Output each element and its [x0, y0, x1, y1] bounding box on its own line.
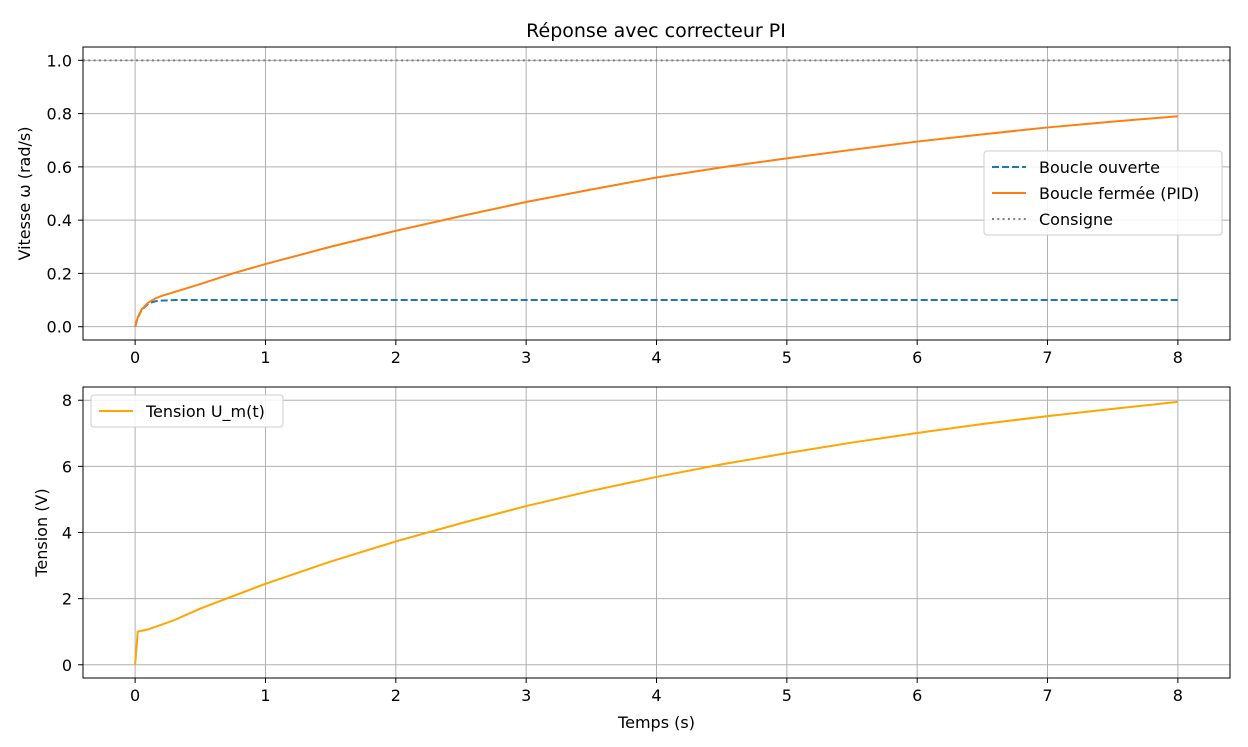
y-tick-label: 0.6	[47, 158, 72, 177]
x-tick-label: 5	[782, 686, 792, 705]
x-tick-label: 3	[521, 686, 531, 705]
series-line	[134, 400, 1178, 665]
x-tick-label: 4	[651, 686, 661, 705]
x-tick-label: 8	[1173, 686, 1183, 705]
y-tick-label: 0.4	[47, 211, 72, 230]
y-tick-label: 0.2	[47, 264, 72, 283]
chart-title: Réponse avec correcteur PI	[526, 20, 786, 42]
y-tick-label: 0.8	[47, 105, 72, 124]
y-tick-label: 2	[62, 590, 72, 609]
legend-box	[90, 394, 284, 428]
x-tick-label: 7	[1042, 686, 1052, 705]
legend-entry: Consigne	[1039, 210, 1113, 229]
x-tick-label: 7	[1042, 348, 1052, 367]
x-tick-label: 0	[130, 686, 140, 705]
x-tick-label: 6	[912, 686, 922, 705]
x-tick-label: 0	[130, 348, 140, 367]
plot-frame	[82, 386, 1231, 679]
legend: Boucle ouverte Boucle fermée (PID) Consign…	[983, 150, 1223, 236]
x-tick-label: 3	[521, 348, 531, 367]
y-tick-label: 0.0	[47, 318, 72, 337]
x-tick-label: 6	[912, 348, 922, 367]
y-tick-label: 1.0	[47, 51, 72, 70]
y-tick-label: 8	[62, 391, 72, 410]
voltage-plot: 0 1 2 3 4 5 6 7 8 0 2 4 6 8 Temps (s) Tension (V) Tensio…	[32, 386, 1231, 732]
plot-frame	[82, 46, 1231, 341]
series-line	[134, 115, 1178, 327]
legend: Tension U_m(t)	[90, 394, 284, 428]
x-tick-label: 1	[260, 348, 270, 367]
y-axis-label: Tension (V)	[32, 488, 51, 577]
y-tick-label: 4	[62, 524, 72, 543]
legend-box	[983, 150, 1223, 236]
x-tick-label: 8	[1173, 348, 1183, 367]
x-axis-label: Temps (s)	[617, 713, 695, 732]
x-tick-label: 5	[782, 348, 792, 367]
y-tick-label: 6	[62, 457, 72, 476]
speed-plot: 0 1 2 3 4 5 6 7 8 0.0 0.2 0.4 0.6 0.8 1.0 Vitesse ω (ra…	[15, 46, 1231, 367]
y-tick-label: 0	[62, 656, 72, 675]
legend-entry: Tension U_m(t)	[145, 402, 265, 422]
x-tick-label: 2	[391, 348, 401, 367]
x-tick-label: 1	[260, 686, 270, 705]
y-axis-label: Vitesse ω (rad/s)	[15, 127, 34, 261]
x-tick-label: 2	[391, 686, 401, 705]
x-tick-label: 4	[651, 348, 661, 367]
legend-entry: Boucle ouverte	[1039, 158, 1160, 177]
legend-entry: Boucle fermée (PID)	[1039, 184, 1199, 203]
